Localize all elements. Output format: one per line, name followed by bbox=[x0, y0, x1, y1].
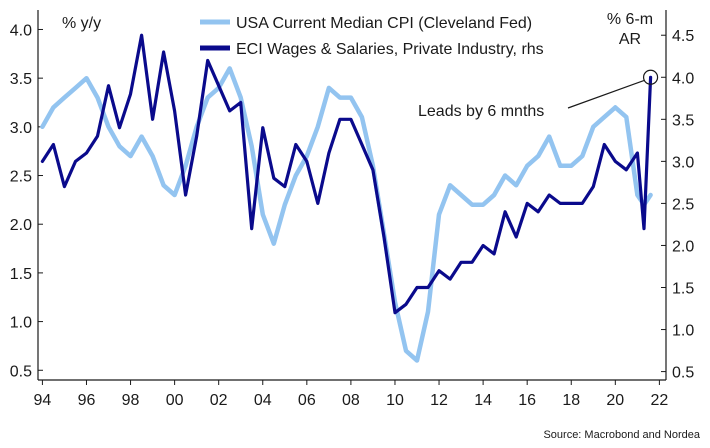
left-tick-label: 4.0 bbox=[10, 22, 32, 39]
x-tick-label: 94 bbox=[34, 392, 52, 409]
right-tick-label: 1.5 bbox=[672, 281, 694, 298]
left-tick-label: 3.0 bbox=[10, 120, 32, 137]
right-tick-label: 2.5 bbox=[672, 196, 694, 213]
right-tick-label: 4.5 bbox=[672, 28, 694, 45]
left-tick-label: 2.0 bbox=[10, 217, 32, 234]
source-note: Source: Macrobond and Nordea bbox=[543, 429, 700, 441]
x-tick-label: 20 bbox=[606, 392, 624, 409]
right-tick-label: 3.5 bbox=[672, 112, 694, 129]
axes: 0.5 1.0 1.5 2.0 2.5 3.0 3.5 4.0 0.5 1.0 1.5 2.0 2.5 3… bbox=[10, 10, 694, 409]
left-tick-label: 3.5 bbox=[10, 71, 32, 88]
left-tick-label: 2.5 bbox=[10, 169, 32, 186]
right-tick-label: 2.0 bbox=[672, 238, 694, 255]
x-tick-label: 02 bbox=[210, 392, 228, 409]
x-tick-label: 04 bbox=[254, 392, 272, 409]
right-tick-label: 4.0 bbox=[672, 70, 694, 87]
annotation-circle bbox=[642, 69, 659, 85]
x-tick-label: 22 bbox=[650, 392, 668, 409]
left-axis-unit: % y/y bbox=[62, 15, 101, 32]
x-tick-label: 00 bbox=[166, 392, 184, 409]
right-axis-unit: % 6-m AR bbox=[607, 11, 653, 48]
legend-label-cpi: USA Current Median CPI (Cleveland Fed) bbox=[236, 15, 532, 32]
right-tick-label: 1.0 bbox=[672, 323, 694, 340]
x-tick-label: 16 bbox=[518, 392, 536, 409]
annotation-leader bbox=[567, 79, 645, 109]
legend: USA Current Median CPI (Cleveland Fed) E… bbox=[200, 15, 544, 58]
annotation-label: Leads by 6 mnths bbox=[418, 103, 544, 120]
series-layer bbox=[40, 33, 659, 363]
right-tick-label: 3.0 bbox=[672, 154, 694, 171]
x-tick-label: 14 bbox=[474, 392, 492, 409]
left-tick-label: 1.5 bbox=[10, 266, 32, 283]
x-tick-label: 96 bbox=[78, 392, 96, 409]
x-tick-label: 18 bbox=[562, 392, 580, 409]
x-tick-label: 08 bbox=[342, 392, 360, 409]
x-tick-label: 06 bbox=[298, 392, 316, 409]
left-tick-label: 1.0 bbox=[10, 315, 32, 332]
right-tick-label: 0.5 bbox=[672, 365, 694, 382]
series-line-cpi bbox=[40, 66, 653, 363]
x-tick-label: 10 bbox=[386, 392, 404, 409]
series-line-eci bbox=[40, 33, 653, 315]
left-tick-label: 0.5 bbox=[10, 363, 32, 380]
x-tick-label: 98 bbox=[122, 392, 140, 409]
x-tick-label: 12 bbox=[430, 392, 448, 409]
legend-label-eci: ECI Wages & Salaries, Private Industry, … bbox=[236, 41, 544, 58]
